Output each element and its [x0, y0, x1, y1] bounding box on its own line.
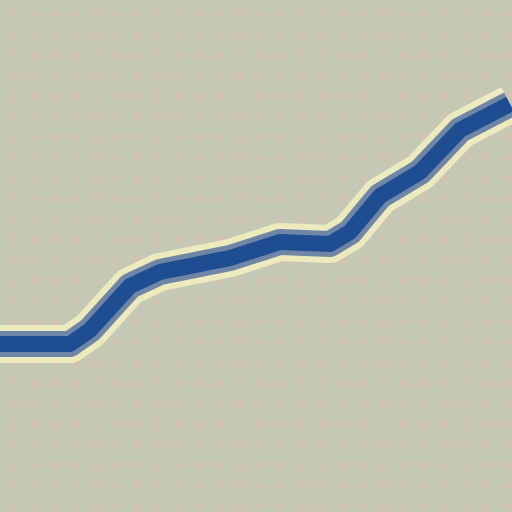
- line-core: [0, 96, 512, 352]
- line-midtone: [0, 92, 512, 357]
